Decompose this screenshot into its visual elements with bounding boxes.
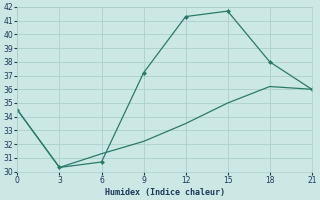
X-axis label: Humidex (Indice chaleur): Humidex (Indice chaleur) [105, 188, 225, 197]
